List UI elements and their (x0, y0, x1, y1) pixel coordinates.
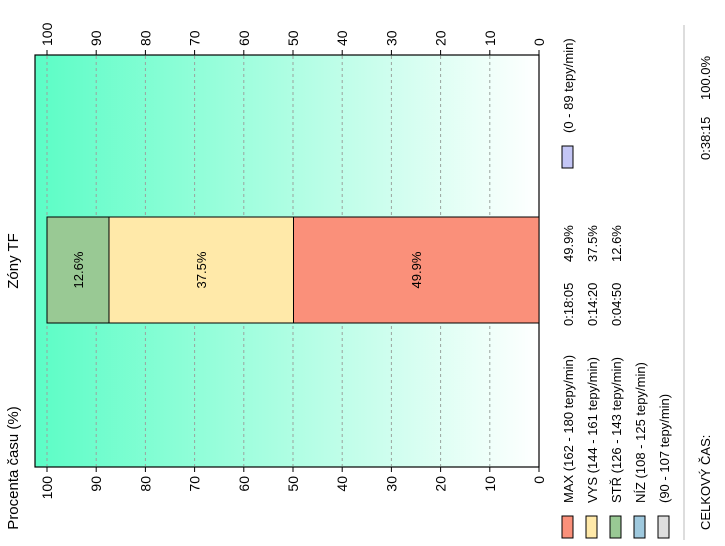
tick-label: 0 (531, 476, 547, 484)
legend-time: 0:04:50 (609, 283, 624, 326)
tick-label: 80 (137, 476, 153, 492)
tick-label: 60 (236, 30, 252, 46)
tick-label: 80 (137, 30, 153, 46)
legend-swatch (657, 515, 670, 539)
bar-segment (46, 216, 110, 324)
legend-swatch (561, 515, 574, 539)
legend-label: (90 - 107 tepy/min) (657, 394, 672, 503)
legend-percent: 37.5% (585, 225, 600, 262)
legend-percent: 12.6% (609, 225, 624, 262)
legend-percent: 49.9% (561, 225, 576, 262)
legend-label: MAX (162 - 180 tepy/min) (561, 355, 576, 503)
legend-swatch (585, 515, 598, 539)
total-label: CELKOVÝ ČAS: (698, 435, 713, 530)
tick-label: 90 (88, 30, 104, 46)
legend-time: 0:14:20 (585, 283, 600, 326)
bar-data-label: 37.5% (194, 251, 209, 288)
tick-label: 30 (383, 30, 399, 46)
bar-data-label: 49.9% (409, 251, 424, 288)
tick-label: 10 (482, 476, 498, 492)
tick-label: 20 (433, 30, 449, 46)
tick-label: 100 (39, 476, 55, 500)
total-percent: 100.0% (698, 55, 713, 100)
tick-label: 20 (433, 476, 449, 492)
tick-label: 50 (285, 476, 301, 492)
legend-label: STŘ (126 - 143 tepy/min) (609, 357, 624, 503)
tick-label: 0 (531, 38, 547, 46)
tick-label: 100 (39, 22, 55, 46)
bar-data-label: 12.6% (71, 251, 86, 288)
legend-label: (0 - 89 tepy/min) (561, 38, 576, 133)
legend-label: VYS (144 - 161 tepy/min) (585, 357, 600, 503)
bar-segment (108, 216, 294, 324)
bar-segment (292, 216, 540, 324)
legend: MAX (162 - 180 tepy/min) 0:18:05 49.9% VYS … (561, 38, 672, 539)
legend-swatch (633, 515, 646, 539)
legend-label: NÍZ (108 - 125 tepy/min) (633, 362, 648, 503)
value-axis-label: Procenta času (%) (5, 406, 22, 529)
tick-label: 90 (88, 476, 104, 492)
legend-swatch (609, 515, 622, 539)
total-time: 0:38:15 (698, 117, 713, 160)
tick-label: 70 (187, 476, 203, 492)
legend-swatch (561, 145, 574, 169)
bottom-axis-ticks: 0 10 20 30 40 50 60 70 80 90 100 (39, 467, 547, 499)
bar-segments: 49.9% 37.5% 12.6% (46, 216, 540, 324)
tick-label: 30 (383, 476, 399, 492)
tick-label: 70 (187, 30, 203, 46)
tick-label: 10 (482, 30, 498, 46)
tick-label: 60 (236, 476, 252, 492)
chart-title: Zóny TF (5, 233, 22, 289)
top-axis-ticks: 0 10 20 30 40 50 60 70 80 90 100 (39, 22, 547, 55)
tick-label: 50 (285, 30, 301, 46)
tick-label: 40 (334, 476, 350, 492)
legend-time: 0:18:05 (561, 283, 576, 326)
tick-label: 40 (334, 30, 350, 46)
